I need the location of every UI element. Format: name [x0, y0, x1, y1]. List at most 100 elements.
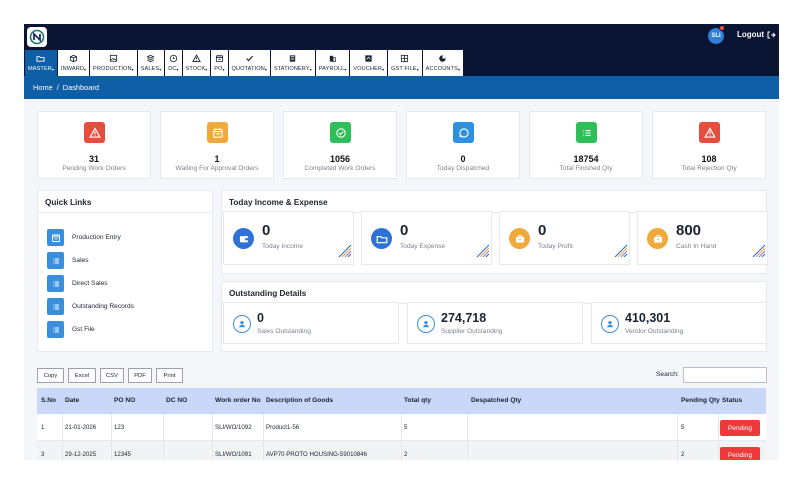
chevron-down-icon: ▾ — [264, 66, 267, 72]
income-label: Cash In Hand — [676, 243, 717, 250]
nav-item-stationery[interactable]: STATIONERY ▾ — [270, 50, 315, 76]
column-header[interactable]: Work order No — [215, 396, 261, 404]
chevron-down-icon: ▾ — [159, 66, 162, 72]
stat-label: Total Finished Qty — [559, 165, 613, 172]
cell-date: 29-12-2025 — [65, 450, 97, 458]
stat-icon-box — [330, 122, 351, 143]
print-button[interactable]: Print — [156, 368, 183, 383]
income-value: 0 — [538, 222, 547, 239]
stat-value: 0 — [460, 154, 466, 164]
cell-wo: SLI/WO/1091 — [215, 450, 252, 458]
breadcrumb-separator: / — [56, 83, 59, 92]
csv-button[interactable]: CSV — [100, 368, 124, 383]
quick-link-label: Outstanding Records — [72, 303, 134, 310]
column-header[interactable]: Date — [65, 396, 80, 404]
column-divider — [718, 441, 719, 460]
nav-item-voucher[interactable]: VOUCHER ▾ — [350, 50, 388, 76]
warning-icon — [703, 126, 716, 139]
corner-stripes-decoration — [749, 241, 766, 262]
quick-link-gst-file[interactable]: Gst File — [47, 321, 95, 338]
stat-icon-box — [207, 122, 228, 143]
outstanding-card: 0 Sales Outstanding — [223, 302, 399, 344]
stat-label: Pending Work Orders — [62, 165, 126, 172]
status-pending-button[interactable]: Pending — [720, 420, 760, 436]
quick-link-icon-box — [47, 252, 64, 269]
outstanding-icon-circle — [601, 315, 619, 333]
chart-icon — [438, 54, 448, 63]
quick-link-production-entry[interactable]: Production Entry — [47, 229, 121, 246]
nav-item-po[interactable]: PO ▾ — [211, 50, 228, 76]
chevron-down-icon: ▾ — [309, 66, 312, 72]
logout-label: Logout — [737, 30, 765, 39]
user-icon — [421, 319, 431, 329]
logout-button[interactable]: Logout — [737, 30, 776, 39]
outstanding-label: Sales Outstanding — [257, 328, 311, 335]
table-row[interactable]: 3 29-12-2025 12345 SLI/WO/1091 AVP70 PROTO H… — [37, 441, 766, 460]
nav-item-payroll[interactable]: PAYROLL ▾ — [315, 50, 350, 76]
column-divider — [718, 414, 719, 440]
chevron-down-icon: ▾ — [84, 66, 87, 72]
breadcrumb-current: Dashboard — [62, 83, 99, 92]
column-header[interactable]: Total qty — [404, 396, 431, 404]
building-icon — [328, 54, 338, 63]
stat-card: 1 Waiting For Approval Orders — [160, 111, 274, 179]
chevron-down-icon: ▾ — [382, 66, 385, 72]
column-divider — [401, 414, 402, 440]
nav-item-accounts[interactable]: ACCOUNTS ▾ — [422, 50, 463, 76]
nav-label-row: PAYROLL ▾ — [319, 66, 347, 72]
cell-sno: 1 — [41, 423, 45, 431]
chevron-down-icon: ▾ — [51, 66, 54, 72]
chevron-down-icon: ▾ — [176, 66, 179, 72]
nav-item-sales[interactable]: SALES ▾ — [137, 50, 165, 76]
column-header[interactable]: Pending Qty — [681, 396, 720, 404]
excel-button[interactable]: Excel — [68, 368, 96, 383]
pdf-button[interactable]: PDF — [128, 368, 152, 383]
income-value: 0 — [400, 222, 409, 239]
nav-item-inward[interactable]: INWARD ▾ — [57, 50, 90, 76]
column-header[interactable]: Description of Goods — [266, 396, 334, 404]
column-header[interactable]: PO NO — [114, 396, 136, 404]
nav-item-stock[interactable]: STOCK ▾ — [182, 50, 211, 76]
breadcrumb: Home / Dashboard — [24, 76, 779, 99]
nav-label-row: VOUCHER ▾ — [353, 66, 384, 72]
income-value: 0 — [262, 222, 271, 239]
column-header[interactable]: Despatched Qty — [471, 396, 522, 404]
column-header[interactable]: S.No — [41, 396, 57, 404]
cell-pending: 2 — [681, 450, 685, 458]
income-card: 800 Cash In Hand — [637, 211, 768, 265]
nav-item-master[interactable]: MASTER ▾ — [25, 50, 57, 76]
copy-button[interactable]: Copy — [37, 368, 64, 383]
search-input[interactable] — [683, 367, 767, 383]
chat-icon — [458, 127, 470, 139]
quick-link-sales[interactable]: Sales — [47, 252, 89, 269]
quick-link-direct-sales[interactable]: Direct Sales — [47, 275, 108, 292]
nav-item-dc[interactable]: DC ▾ — [165, 50, 182, 76]
column-header[interactable]: DC NO — [166, 396, 188, 404]
list-icon — [51, 279, 61, 289]
outstanding-card: 410,301 Vendor Outstanding — [591, 302, 767, 344]
stat-icon-box — [576, 122, 597, 143]
calendar-icon — [51, 233, 61, 243]
breadcrumb-home[interactable]: Home — [33, 83, 53, 92]
table-row[interactable]: 1 21-01-2026 123 SLI/WO/1092 Product1-56 5 5 Pe… — [37, 414, 766, 441]
user-avatar[interactable]: SLI — [708, 28, 724, 44]
status-pending-button[interactable]: Pending — [720, 447, 760, 460]
outstanding-value: 274,718 — [441, 311, 487, 325]
column-header[interactable]: Status — [722, 396, 743, 404]
quick-link-outstanding-records[interactable]: Outstanding Records — [47, 298, 134, 315]
column-divider — [62, 414, 63, 440]
stat-value: 31 — [88, 154, 99, 164]
income-card: 0 Today Expense — [361, 211, 492, 265]
stat-card: 18754 Total Finished Qty — [529, 111, 643, 179]
app-logo[interactable] — [27, 27, 47, 47]
chevron-down-icon: ▾ — [344, 66, 347, 72]
outstanding-label: Supplier Outstanding — [441, 328, 503, 335]
nav-item-quotation[interactable]: QUOTATION ▾ — [228, 50, 270, 76]
nav-label: QUOTATION — [231, 66, 265, 72]
nav-item-production[interactable]: PRODUCTION ▾ — [90, 50, 137, 76]
stat-card: 108 Total Rejection Qty — [652, 111, 766, 179]
column-divider — [111, 414, 112, 440]
nav-label: PO — [214, 66, 223, 72]
nav-item-gst-file[interactable]: GST FILE ▾ — [388, 50, 422, 76]
stat-value: 108 — [701, 154, 717, 164]
